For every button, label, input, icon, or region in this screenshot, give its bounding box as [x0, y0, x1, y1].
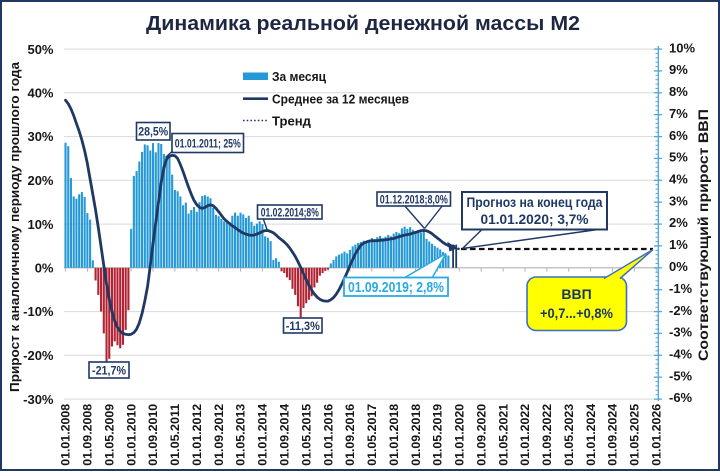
svg-text:01.05.2009: 01.05.2009: [105, 404, 117, 466]
svg-text:10%: 10%: [669, 40, 695, 55]
svg-text:-20%: -20%: [23, 348, 54, 363]
svg-text:01.02.2014;8%: 01.02.2014;8%: [261, 205, 319, 219]
svg-text:20%: 20%: [27, 173, 53, 188]
svg-text:-10%: -10%: [23, 304, 54, 319]
svg-text:01.09.2024: 01.09.2024: [608, 403, 620, 466]
svg-text:2%: 2%: [669, 215, 688, 230]
svg-text:01.09.2020: 01.09.2020: [476, 404, 488, 466]
svg-text:01.01.2020; 3,7%: 01.01.2020; 3,7%: [481, 211, 590, 227]
svg-text:01.05.2013: 01.05.2013: [236, 404, 248, 466]
svg-text:01.01.2016: 01.01.2016: [323, 404, 335, 466]
svg-text:01.01.2014: 01.01.2014: [258, 403, 270, 466]
svg-text:01.01.2018: 01.01.2018: [389, 403, 401, 466]
svg-text:+0,7...+0,8%: +0,7...+0,8%: [540, 305, 613, 321]
svg-text:01.01.2012: 01.01.2012: [192, 404, 204, 466]
svg-text:01.05.2015: 01.05.2015: [301, 403, 313, 466]
svg-text:-3%: -3%: [669, 325, 693, 340]
svg-text:50%: 50%: [27, 42, 53, 57]
svg-text:8%: 8%: [669, 84, 688, 99]
svg-text:Соответствующий прирост ВВП: Соответствующий прирост ВВП: [695, 109, 711, 361]
svg-text:01.09.2010: 01.09.2010: [148, 404, 160, 466]
svg-text:01.09.2018: 01.09.2018: [411, 403, 423, 466]
svg-text:Прирост к аналогичному периоду: Прирост к аналогичному периоду прошлого …: [7, 61, 22, 392]
svg-text:01.01.2022: 01.01.2022: [520, 404, 532, 466]
svg-text:01.09.2022: 01.09.2022: [542, 404, 554, 466]
svg-text:01.01.2010: 01.01.2010: [126, 404, 138, 466]
svg-text:-30%: -30%: [23, 392, 54, 407]
svg-text:-21,7%: -21,7%: [92, 363, 126, 377]
svg-text:-6%: -6%: [669, 390, 693, 405]
svg-text:-2%: -2%: [669, 303, 693, 318]
svg-text:01.09.2008: 01.09.2008: [83, 403, 95, 466]
svg-text:30%: 30%: [27, 129, 53, 144]
svg-text:01.01.2020: 01.01.2020: [455, 404, 467, 466]
svg-text:28,5%: 28,5%: [138, 125, 168, 139]
svg-text:-1%: -1%: [669, 281, 693, 296]
svg-text:4%: 4%: [669, 172, 688, 187]
svg-text:ВВП: ВВП: [561, 286, 591, 302]
svg-text:1%: 1%: [669, 237, 688, 252]
svg-text:Тренд: Тренд: [272, 114, 312, 129]
svg-text:10%: 10%: [27, 217, 53, 232]
svg-text:3%: 3%: [669, 193, 688, 208]
svg-text:01.01.2026: 01.01.2026: [652, 404, 664, 466]
svg-text:0%: 0%: [669, 259, 688, 274]
svg-text:01.09.2014: 01.09.2014: [280, 403, 292, 466]
svg-text:9%: 9%: [669, 62, 688, 77]
svg-text:01.09.2012: 01.09.2012: [214, 404, 226, 466]
svg-text:5%: 5%: [669, 150, 688, 165]
svg-text:01.01.2008: 01.01.2008: [61, 403, 73, 466]
svg-text:01.05.2011: 01.05.2011: [170, 403, 182, 466]
svg-text:-11,3%: -11,3%: [286, 319, 320, 333]
svg-text:Динамика реальной денежной мас: Динамика реальной денежной массы М2: [146, 12, 580, 35]
svg-text:-5%: -5%: [669, 368, 693, 383]
svg-text:01.01.2011; 25%: 01.01.2011; 25%: [175, 136, 241, 150]
svg-text:Среднее за 12 месяцев: Среднее за 12 месяцев: [272, 92, 409, 107]
svg-text:-4%: -4%: [669, 347, 693, 362]
svg-text:Прогноз на конец года: Прогноз на конец года: [467, 194, 603, 210]
svg-text:01.05.2019: 01.05.2019: [433, 404, 445, 466]
svg-text:01.09.2016: 01.09.2016: [345, 404, 357, 466]
svg-text:40%: 40%: [27, 86, 53, 101]
svg-text:01.05.2023: 01.05.2023: [564, 404, 576, 466]
svg-text:0%: 0%: [35, 261, 54, 276]
svg-text:7%: 7%: [669, 106, 688, 121]
svg-text:01.01.2024: 01.01.2024: [586, 403, 598, 466]
svg-text:01.05.2017: 01.05.2017: [367, 404, 379, 466]
svg-text:6%: 6%: [669, 128, 688, 143]
svg-text:01.05.2025: 01.05.2025: [630, 403, 642, 466]
svg-text:01.12.2018;8,0%: 01.12.2018;8,0%: [380, 192, 448, 206]
svg-text:За месяц: За месяц: [272, 69, 326, 84]
svg-text:01.05.2021: 01.05.2021: [498, 403, 510, 466]
svg-text:01.09.2019; 2,8%: 01.09.2019; 2,8%: [348, 279, 444, 296]
